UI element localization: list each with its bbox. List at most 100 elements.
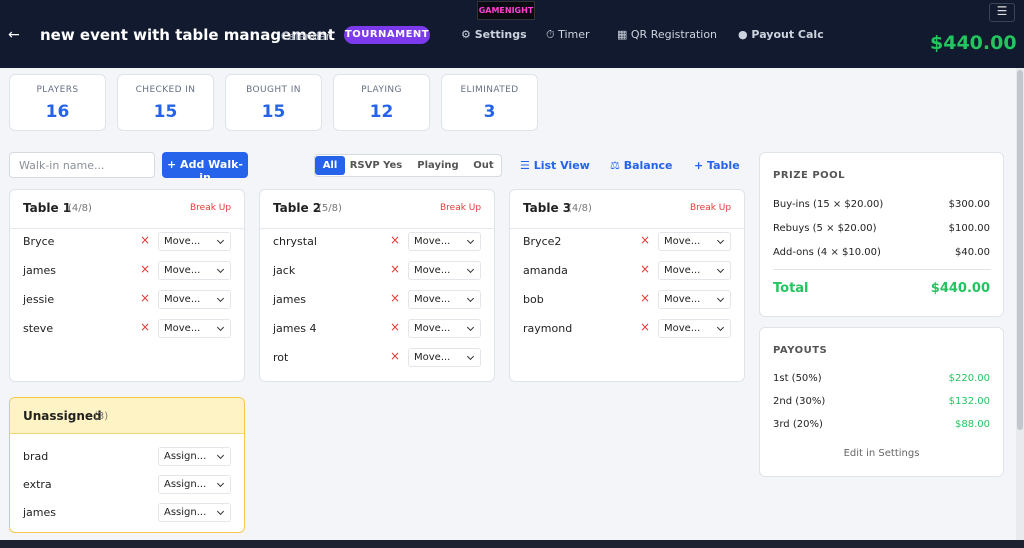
player-select[interactable]: Move... — [658, 261, 731, 280]
stat-label: PLAYERS — [36, 85, 79, 95]
table-name: Table 3 — [523, 201, 572, 215]
player-name: jessie — [23, 293, 55, 306]
remove-icon[interactable]: × — [390, 349, 401, 363]
remove-icon[interactable]: × — [140, 320, 151, 334]
payouts-card: PAYOUTS 1st (50%) $220.00 2nd (30%) $132.00 3… — [759, 327, 1004, 477]
nav-link[interactable]: ⏱ Timer — [546, 28, 590, 41]
player-select[interactable]: Move... — [408, 319, 481, 338]
total-value: $440.00 — [930, 281, 990, 296]
player-name: Bryce — [23, 235, 55, 248]
remove-icon[interactable]: × — [140, 291, 151, 305]
prize-row-value: $100.00 — [948, 223, 990, 234]
filter-button[interactable]: All — [315, 156, 345, 175]
filter-button[interactable]: Out — [473, 160, 494, 171]
toolbar-link[interactable]: + Table — [694, 159, 740, 172]
player-name: raymond — [523, 322, 573, 335]
filter-button[interactable]: Playing — [417, 160, 459, 171]
unassigned-header — [10, 398, 244, 434]
payout-label: 3rd (20%) — [773, 419, 823, 430]
toolbar-link[interactable]: ☰ List View — [520, 159, 590, 172]
assign-select[interactable]: Assign... — [158, 447, 231, 466]
nav-link[interactable]: ▦ QR Registration — [617, 28, 718, 41]
player-name: amanda — [523, 264, 568, 277]
player-name: bob — [523, 293, 544, 306]
remove-icon[interactable]: × — [390, 262, 401, 276]
player-name: james 4 — [273, 322, 317, 335]
stat-label: CHECKED IN — [135, 85, 196, 95]
payout-value: $132.00 — [948, 396, 990, 407]
player-select[interactable]: Move... — [408, 290, 481, 309]
prize-row-value: $300.00 — [948, 199, 990, 210]
player-name: steve — [23, 322, 54, 335]
edit-settings-link[interactable]: Edit in Settings — [843, 448, 920, 459]
payout-label: 2nd (30%) — [773, 396, 826, 407]
table-name: Table 2 — [273, 201, 322, 215]
player-select[interactable]: Move... — [158, 261, 231, 280]
player-name: james — [23, 264, 57, 277]
player-select[interactable]: Move... — [158, 319, 231, 338]
break-up-button[interactable]: Break Up — [190, 203, 232, 213]
player-select[interactable]: Move... — [658, 319, 731, 338]
badge: TOURNAMENT — [344, 26, 430, 44]
unassigned-title: Unassigned — [23, 409, 102, 423]
player-select[interactable]: Move... — [158, 232, 231, 251]
payouts-title: PAYOUTS — [773, 345, 828, 356]
player-select[interactable]: Move... — [658, 232, 731, 251]
player-select[interactable]: Move... — [408, 232, 481, 251]
stat-card: ELIMINATED 3 — [441, 74, 538, 131]
remove-icon[interactable]: × — [640, 291, 651, 305]
back-button[interactable]: ← — [8, 27, 20, 43]
header-total: $440.00 — [930, 32, 1017, 54]
player-select[interactable]: Move... — [408, 261, 481, 280]
player-select[interactable]: Move... — [158, 290, 231, 309]
stat-card: PLAYERS 16 — [9, 74, 106, 131]
payout-value: $88.00 — [955, 419, 990, 430]
remove-icon[interactable]: × — [640, 233, 651, 247]
stat-label: ELIMINATED — [460, 85, 519, 95]
remove-icon[interactable]: × — [140, 262, 151, 276]
player-name: jack — [273, 264, 296, 277]
table-name: Table 1 — [23, 201, 72, 215]
stat-value: 12 — [369, 102, 394, 122]
filter-group: All RSVP Yes Playing Out — [314, 154, 502, 177]
toolbar-link[interactable]: ⚖ Balance — [610, 159, 673, 172]
stat-card: PLAYING 12 — [333, 74, 430, 131]
nav-link[interactable]: ⚙ Settings — [461, 28, 527, 41]
table-count: (4/8) — [568, 203, 592, 214]
player-select[interactable]: Move... — [658, 290, 731, 309]
stat-label: PLAYING — [361, 85, 402, 95]
add-walk-in-button[interactable]: + Add Walk-in — [162, 152, 248, 184]
player-select[interactable]: Move... — [408, 348, 481, 367]
break-up-button[interactable]: Break Up — [690, 203, 732, 213]
stat-value: 16 — [45, 102, 70, 122]
table-header — [510, 228, 744, 229]
remove-icon[interactable]: × — [640, 262, 651, 276]
assign-select[interactable]: Assign... — [158, 503, 231, 522]
walk-in-input[interactable]: Walk-in name... — [9, 152, 155, 178]
stat-card: BOUGHT IN 15 — [225, 74, 322, 131]
table-header — [10, 228, 244, 229]
assign-select[interactable]: Assign... — [158, 475, 231, 494]
player-name: james — [273, 293, 307, 306]
prize-pool-card: PRIZE POOL Buy-ins (15 × $20.00) $300.00 Re… — [759, 152, 1004, 317]
remove-icon[interactable]: × — [390, 233, 401, 247]
stat-label: BOUGHT IN — [246, 85, 301, 95]
player-name: chrystal — [273, 235, 317, 248]
nav-link[interactable]: ● Payout Calc — [738, 28, 824, 41]
player-name: brad — [23, 450, 49, 463]
player-name: james — [23, 506, 57, 519]
remove-icon[interactable]: × — [390, 320, 401, 334]
filter-button[interactable]: RSVP Yes — [349, 160, 403, 171]
prize-row-label: Add-ons (4 × $10.00) — [773, 247, 881, 258]
payout-label: 1st (50%) — [773, 373, 822, 384]
remove-icon[interactable]: × — [390, 291, 401, 305]
scrollbar — [1016, 68, 1024, 540]
break-up-button[interactable]: Break Up — [440, 203, 482, 213]
prize-pool-title: PRIZE POOL — [773, 170, 846, 181]
payout-value: $220.00 — [948, 373, 990, 384]
remove-icon[interactable]: × — [140, 233, 151, 247]
unassigned-card: Unassigned (3) brad Assign... extra Assign...… — [9, 397, 245, 533]
menu-button[interactable]: ☰ — [989, 3, 1015, 22]
remove-icon[interactable]: × — [640, 320, 651, 334]
unassigned-count: (3) — [94, 411, 109, 422]
